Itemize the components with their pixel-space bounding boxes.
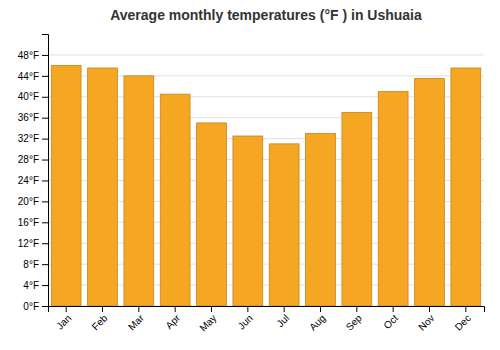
- x-tick: Jan: [54, 306, 73, 332]
- y-tick: 16°F: [18, 217, 48, 228]
- x-tick-label: Dec: [453, 312, 473, 332]
- y-tick-mark: [42, 55, 48, 56]
- y-tick-mark: [42, 160, 48, 161]
- y-tick-mark: [42, 222, 48, 223]
- y-tick: 36°F: [18, 112, 48, 123]
- x-tick: Nov: [416, 306, 436, 333]
- y-tick-label: 0°F: [23, 301, 39, 312]
- bar: [306, 133, 336, 306]
- y-tick-label: 36°F: [18, 112, 39, 123]
- x-tick-mark: [429, 306, 430, 312]
- bar: [88, 68, 118, 306]
- x-tick-label: Aug: [307, 312, 327, 332]
- y-tick-label: 12°F: [18, 238, 39, 249]
- y-tick: 8°F: [23, 259, 48, 270]
- bar: [51, 65, 81, 306]
- x-tick-mark: [284, 306, 285, 312]
- y-tick: 0°F: [23, 301, 48, 312]
- bar: [197, 123, 227, 306]
- y-tick-mark: [42, 180, 48, 181]
- y-tick-label: 40°F: [18, 91, 39, 102]
- y-tick-label: 16°F: [18, 217, 39, 228]
- grid: [48, 55, 484, 306]
- x-tick-mark: [211, 306, 212, 312]
- bar: [415, 78, 445, 306]
- bar: [451, 68, 481, 306]
- x-tick-label: Jan: [54, 312, 73, 331]
- y-tick-label: 32°F: [18, 133, 39, 144]
- bar: [233, 136, 263, 306]
- y-tick: 20°F: [18, 196, 48, 207]
- y-tick-mark: [42, 285, 48, 286]
- x-tick-label: May: [197, 312, 218, 333]
- y-tick-mark: [42, 264, 48, 265]
- y-tick: 28°F: [18, 154, 48, 165]
- y-axis-line: [42, 35, 49, 307]
- bar: [269, 144, 299, 306]
- x-tick: Dec: [453, 306, 473, 333]
- x-tick: Sep: [344, 306, 365, 333]
- x-tick-mark: [66, 306, 67, 312]
- y-tick-mark: [42, 306, 48, 307]
- x-tick: Oct: [381, 306, 400, 331]
- y-tick-label: 48°F: [18, 50, 39, 61]
- bars: [51, 65, 480, 306]
- x-tick-mark: [465, 306, 466, 312]
- x-tick-mark: [393, 306, 394, 312]
- x-tick-mark: [356, 306, 357, 312]
- bar: [124, 76, 154, 306]
- x-tick: Jul: [274, 306, 291, 329]
- x-tick: Jun: [236, 306, 255, 332]
- x-axis-line: [49, 307, 485, 313]
- chart: 0°F 4°F 8°F 12°F 16°F 20°F 24°F 28°F 32°F 36°F 40°…: [0, 0, 500, 350]
- bar: [342, 112, 372, 306]
- y-tick-mark: [42, 76, 48, 77]
- y-tick-label: 8°F: [23, 259, 39, 270]
- y-axis: 0°F 4°F 8°F 12°F 16°F 20°F 24°F 28°F 32°F 36°F 40°…: [18, 35, 49, 312]
- x-tick: Aug: [307, 306, 327, 333]
- x-tick-label: Feb: [90, 312, 110, 332]
- x-tick: Feb: [90, 306, 110, 332]
- y-tick: 48°F: [18, 50, 48, 61]
- y-tick: 12°F: [18, 238, 48, 249]
- x-tick-label: Jul: [274, 312, 291, 329]
- x-tick-mark: [175, 306, 176, 312]
- bar: [160, 94, 190, 306]
- x-tick-label: Oct: [381, 312, 400, 331]
- x-axis: Jan Feb Mar Apr May Jun Jul Aug Sep Oct Nov Dec: [49, 306, 485, 334]
- y-tick-label: 24°F: [18, 175, 39, 186]
- y-tick: 24°F: [18, 175, 48, 186]
- y-tick-mark: [42, 139, 48, 140]
- y-tick: 44°F: [18, 71, 48, 82]
- y-tick-label: 28°F: [18, 154, 39, 165]
- x-tick-label: Apr: [163, 312, 182, 331]
- x-tick: May: [197, 306, 218, 334]
- y-tick-mark: [42, 97, 48, 98]
- grid-line: [48, 54, 484, 55]
- x-tick-mark: [102, 306, 103, 312]
- y-tick: 32°F: [18, 133, 48, 144]
- y-tick-mark: [42, 201, 48, 202]
- x-tick: Apr: [163, 306, 182, 331]
- x-tick-mark: [247, 306, 248, 312]
- y-tick: 4°F: [23, 280, 48, 291]
- x-tick-label: Nov: [416, 312, 436, 332]
- plot-area: 0°F 4°F 8°F 12°F 16°F 20°F 24°F 28°F 32°F 36°F 40°…: [18, 35, 485, 334]
- x-tick-mark: [138, 306, 139, 312]
- x-tick-label: Jun: [236, 312, 255, 331]
- y-tick-label: 4°F: [23, 280, 39, 291]
- x-tick-label: Mar: [126, 312, 146, 332]
- y-tick-label: 44°F: [18, 71, 39, 82]
- x-tick-label: Sep: [344, 312, 365, 333]
- y-tick: 40°F: [18, 91, 48, 102]
- y-tick-label: 20°F: [18, 196, 39, 207]
- x-tick-mark: [320, 306, 321, 312]
- y-tick-mark: [42, 118, 48, 119]
- y-tick-mark: [42, 243, 48, 244]
- title: Average monthly temperatures (°F ) in Us…: [110, 7, 422, 23]
- bar: [378, 92, 408, 306]
- x-tick: Mar: [126, 306, 146, 332]
